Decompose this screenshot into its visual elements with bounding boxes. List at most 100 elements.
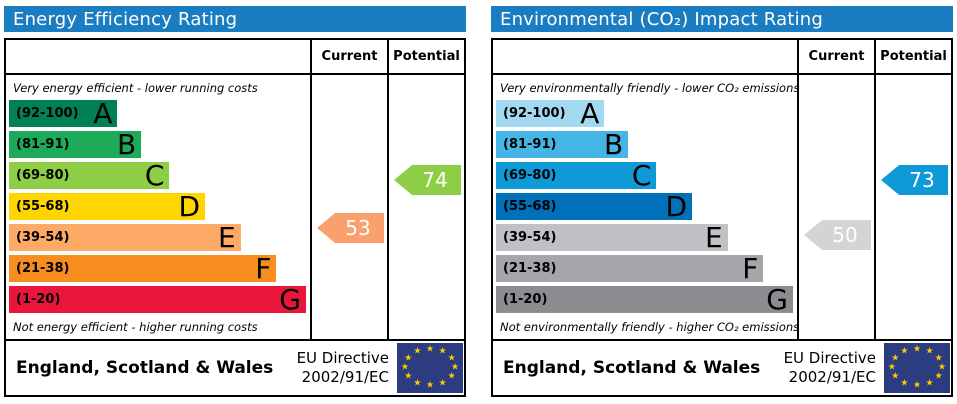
co2-potential-column-header: Potential bbox=[874, 40, 951, 73]
energy-potential-cell: 74 bbox=[387, 75, 464, 339]
energy-current-column-header: Current bbox=[310, 40, 387, 73]
eu-directive-line2: 2002/91/EC bbox=[788, 368, 876, 386]
band-letter: D bbox=[665, 190, 688, 223]
co2-panel-box: Current Potential Very environmentally f… bbox=[491, 38, 953, 397]
co2-bands: (92-100) A (81-91) B (69-80) C (55-68) bbox=[496, 97, 797, 316]
energy-region-label: England, Scotland & Wales bbox=[16, 358, 274, 378]
energy-potential-column-header: Potential bbox=[387, 40, 464, 73]
band-letter: F bbox=[255, 252, 272, 285]
eu-star-icon: ★ bbox=[413, 346, 422, 357]
eu-star-icon: ★ bbox=[934, 353, 943, 364]
band-range: (81-91) bbox=[16, 137, 70, 152]
band-range: (1-20) bbox=[16, 292, 61, 307]
band-range: (69-80) bbox=[503, 168, 557, 183]
energy-table-header: Current Potential bbox=[6, 40, 464, 75]
energy-current-arrow: 53 bbox=[317, 213, 384, 243]
energy-band-f: (21-38) F bbox=[9, 252, 277, 285]
co2-potential-cell: 73 bbox=[874, 75, 951, 339]
co2-table-header: Current Potential bbox=[493, 40, 951, 75]
eu-star-icon: ★ bbox=[925, 378, 934, 389]
co2-current-column-header: Current bbox=[797, 40, 874, 73]
eu-star-icon: ★ bbox=[438, 378, 447, 389]
co2-current-arrow: 50 bbox=[804, 220, 871, 250]
eu-star-icon: ★ bbox=[447, 371, 456, 382]
energy-band-b: (81-91) B bbox=[9, 128, 142, 161]
co2-band-g: (1-20) G bbox=[496, 283, 793, 316]
eu-star-icon: ★ bbox=[425, 344, 435, 355]
co2-header-spacer bbox=[493, 40, 797, 73]
eu-star-icon: ★ bbox=[925, 346, 934, 357]
band-range: (92-100) bbox=[503, 106, 566, 121]
band-range: (55-68) bbox=[16, 199, 70, 214]
eu-star-icon: ★ bbox=[912, 344, 922, 355]
co2-band-e: (39-54) E bbox=[496, 221, 728, 254]
eu-directive-line2: 2002/91/EC bbox=[301, 368, 389, 386]
band-letter: C bbox=[631, 159, 652, 192]
band-letter: F bbox=[742, 252, 759, 285]
band-letter: C bbox=[144, 159, 165, 192]
eu-star-icon: ★ bbox=[934, 371, 943, 382]
co2-band-f: (21-38) F bbox=[496, 252, 764, 285]
co2-band-c: (69-80) C bbox=[496, 159, 657, 192]
eu-star-icon: ★ bbox=[891, 353, 900, 364]
band-range: (21-38) bbox=[503, 261, 557, 276]
band-letter: G bbox=[279, 283, 301, 316]
co2-eu-directive: EU Directive 2002/91/EC bbox=[784, 349, 876, 387]
eu-flag-icon: ★ ★ ★ ★ ★ ★ ★ ★ ★ ★ ★ ★ bbox=[397, 343, 463, 393]
co2-potential-arrow: 73 bbox=[881, 165, 948, 195]
band-letter: A bbox=[580, 97, 600, 130]
eu-star-icon: ★ bbox=[451, 362, 460, 373]
eu-star-icon: ★ bbox=[447, 353, 456, 364]
energy-band-g: (1-20) G bbox=[9, 283, 306, 316]
energy-header-spacer bbox=[6, 40, 310, 73]
energy-band-a: (92-100) A bbox=[9, 97, 118, 130]
co2-top-caption: Very environmentally friendly - lower CO… bbox=[500, 81, 800, 95]
energy-panel-box: Current Potential Very energy efficient … bbox=[4, 38, 466, 397]
band-letter: B bbox=[116, 128, 137, 161]
eu-star-icon: ★ bbox=[912, 380, 922, 391]
energy-band-area: Very energy efficient - lower running co… bbox=[6, 75, 310, 339]
eu-star-icon: ★ bbox=[938, 362, 947, 373]
co2-band-d: (55-68) D bbox=[496, 190, 693, 223]
co2-impact-panel: Environmental (CO₂) Impact Rating Curren… bbox=[491, 6, 953, 397]
co2-panel-title: Environmental (CO₂) Impact Rating bbox=[491, 6, 953, 32]
band-letter: G bbox=[766, 283, 788, 316]
eu-star-icon: ★ bbox=[900, 346, 909, 357]
energy-top-caption: Very energy efficient - lower running co… bbox=[13, 81, 258, 95]
band-letter: D bbox=[178, 190, 201, 223]
band-letter: E bbox=[217, 221, 236, 254]
eu-directive-line1: EU Directive bbox=[296, 349, 389, 368]
co2-bottom-caption: Not environmentally friendly - higher CO… bbox=[500, 320, 800, 334]
eu-directive-line1: EU Directive bbox=[783, 349, 876, 368]
energy-bands: (92-100) A (81-91) B (69-80) C (55-68) bbox=[9, 97, 310, 316]
co2-table-body: Very environmentally friendly - lower CO… bbox=[493, 75, 951, 339]
eu-star-icon: ★ bbox=[404, 371, 413, 382]
energy-potential-arrow: 74 bbox=[394, 165, 461, 195]
band-range: (81-91) bbox=[503, 137, 557, 152]
eu-star-icon: ★ bbox=[438, 346, 447, 357]
energy-bottom-caption: Not energy efficient - higher running co… bbox=[13, 320, 258, 334]
band-range: (1-20) bbox=[503, 292, 548, 307]
band-letter: A bbox=[93, 97, 113, 130]
band-range: (21-38) bbox=[16, 261, 70, 276]
energy-panel-title: Energy Efficiency Rating bbox=[4, 6, 466, 32]
energy-band-c: (69-80) C bbox=[9, 159, 170, 192]
eu-star-icon: ★ bbox=[425, 380, 435, 391]
energy-footer: England, Scotland & Wales EU Directive 2… bbox=[6, 339, 464, 395]
band-range: (39-54) bbox=[503, 230, 557, 245]
eu-star-icon: ★ bbox=[400, 362, 409, 373]
eu-star-icon: ★ bbox=[900, 378, 909, 389]
band-range: (55-68) bbox=[503, 199, 557, 214]
energy-current-cell: 53 bbox=[310, 75, 387, 339]
band-range: (69-80) bbox=[16, 168, 70, 183]
band-letter: B bbox=[603, 128, 624, 161]
energy-efficiency-panel: Energy Efficiency Rating Current Potenti… bbox=[4, 6, 466, 397]
band-letter: E bbox=[704, 221, 723, 254]
energy-table-body: Very energy efficient - lower running co… bbox=[6, 75, 464, 339]
energy-band-d: (55-68) D bbox=[9, 190, 206, 223]
eu-star-icon: ★ bbox=[887, 362, 896, 373]
band-range: (92-100) bbox=[16, 106, 79, 121]
eu-star-icon: ★ bbox=[891, 371, 900, 382]
co2-band-b: (81-91) B bbox=[496, 128, 629, 161]
